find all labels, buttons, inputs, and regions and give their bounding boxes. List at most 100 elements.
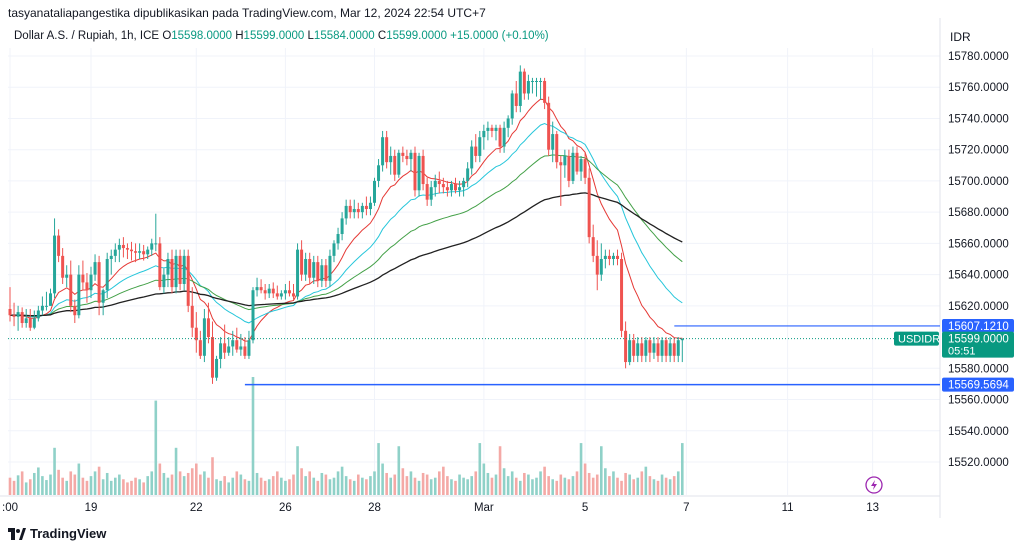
volume-bar [81, 477, 85, 495]
candle-body [352, 209, 356, 213]
volume-bar [65, 480, 68, 495]
price-tick-label: 15700.0000 [948, 176, 1009, 188]
candle-body [441, 184, 445, 188]
volume-bar [401, 468, 405, 495]
volume-bar [308, 471, 311, 495]
candle-body [8, 308, 12, 316]
volume-bar [332, 477, 336, 495]
volume-bar [458, 474, 461, 495]
symbol-legend: Dollar A.S. / Rupiah, 1h, ICE O15598.000… [14, 30, 549, 42]
candle-body [227, 346, 231, 353]
candle-body [462, 180, 466, 188]
volume-bar [490, 477, 494, 495]
candle-body [405, 155, 409, 160]
candle-body [344, 205, 348, 219]
candle-body [44, 305, 48, 307]
candle-body [178, 255, 182, 284]
volume-bar [16, 475, 20, 495]
change-value: +15.0000 (+0.10%) [450, 30, 549, 42]
candle-body [316, 262, 320, 281]
volume-bar [381, 463, 384, 495]
volume-bar [506, 476, 510, 495]
candle-body [239, 346, 243, 350]
volume-bar [413, 477, 417, 495]
price-tick-label: 15760.0000 [948, 82, 1009, 94]
volume-bar [531, 479, 534, 495]
candle-body [611, 255, 615, 259]
volume-bar [644, 466, 648, 495]
volume-bar [89, 476, 93, 495]
volume-bar [166, 477, 170, 495]
publisher-line: tasyanataliapangestika dipublikasikan pa… [8, 6, 486, 20]
candle-body [97, 262, 101, 303]
volume-bar [182, 476, 186, 495]
tradingview-brand: TradingView [8, 526, 106, 541]
volume-bar [57, 469, 60, 495]
candle-body [142, 251, 146, 255]
candle-body [656, 343, 660, 356]
time-tick-label: 19 [85, 502, 98, 514]
candle-body [16, 312, 20, 317]
volume-bar [199, 474, 202, 495]
volume-bar [640, 471, 644, 495]
candle-body [77, 274, 81, 316]
candle-body [49, 293, 52, 306]
candle-body [579, 159, 583, 172]
candle-body [125, 248, 129, 250]
volume-bar [563, 477, 567, 495]
candle-body [271, 288, 275, 294]
time-tick-label: 11 [782, 502, 794, 514]
candle-body [263, 290, 267, 294]
candle-body [267, 288, 271, 294]
candle-body [437, 180, 441, 185]
low-label: L [307, 30, 314, 42]
candle-body [36, 310, 40, 319]
volume-bar [587, 472, 591, 495]
time-axis: :00 19 22 26 28 Mar 5 7 11 13 [2, 476, 883, 514]
volume-bar [385, 472, 388, 495]
candle-body [292, 293, 295, 297]
volume-bar [373, 471, 376, 495]
volume-bar [474, 471, 478, 495]
price-tick-label: 15520.0000 [948, 457, 1009, 469]
candle-body [251, 290, 255, 341]
volume-bar [668, 479, 672, 495]
candle-body [397, 152, 401, 175]
volume-bar [571, 476, 575, 495]
volume-bar [28, 479, 32, 495]
candle-body [502, 127, 506, 147]
volume-bar [523, 472, 526, 495]
chart-grid [0, 18, 941, 518]
volume-bar [211, 457, 214, 495]
candle-body [243, 346, 247, 356]
candle-body [348, 205, 352, 213]
symbol-tag: USDIDR [898, 334, 940, 346]
time-tick-label: Mar [474, 502, 494, 514]
candle-body [680, 338, 684, 341]
candle-body [530, 80, 534, 82]
symbol-tag-bg [894, 331, 939, 346]
candle-body [644, 340, 648, 356]
candle-body [12, 315, 16, 317]
price-tick-label: 15560.0000 [948, 395, 1009, 407]
candle-body [409, 152, 413, 160]
volume-bar [583, 463, 587, 495]
volume-bar [312, 477, 316, 495]
volume-bar [409, 471, 413, 495]
candle-body [401, 152, 405, 156]
candle-body [223, 343, 227, 353]
volume-bar [130, 480, 133, 495]
volume-bar [672, 476, 676, 495]
candle-body [117, 244, 121, 250]
volume-bar [255, 472, 259, 495]
volume-bar [417, 480, 421, 495]
symbol-name: Dollar A.S. / Rupiah, 1h, ICE [14, 30, 160, 42]
volume-bar [207, 477, 210, 495]
volume-bar [559, 474, 563, 495]
candle-body [547, 102, 551, 150]
candle-body [211, 337, 214, 378]
price-tick-label: 15640.0000 [948, 270, 1009, 282]
volume-bar [442, 466, 445, 495]
volume-bar [352, 480, 356, 495]
